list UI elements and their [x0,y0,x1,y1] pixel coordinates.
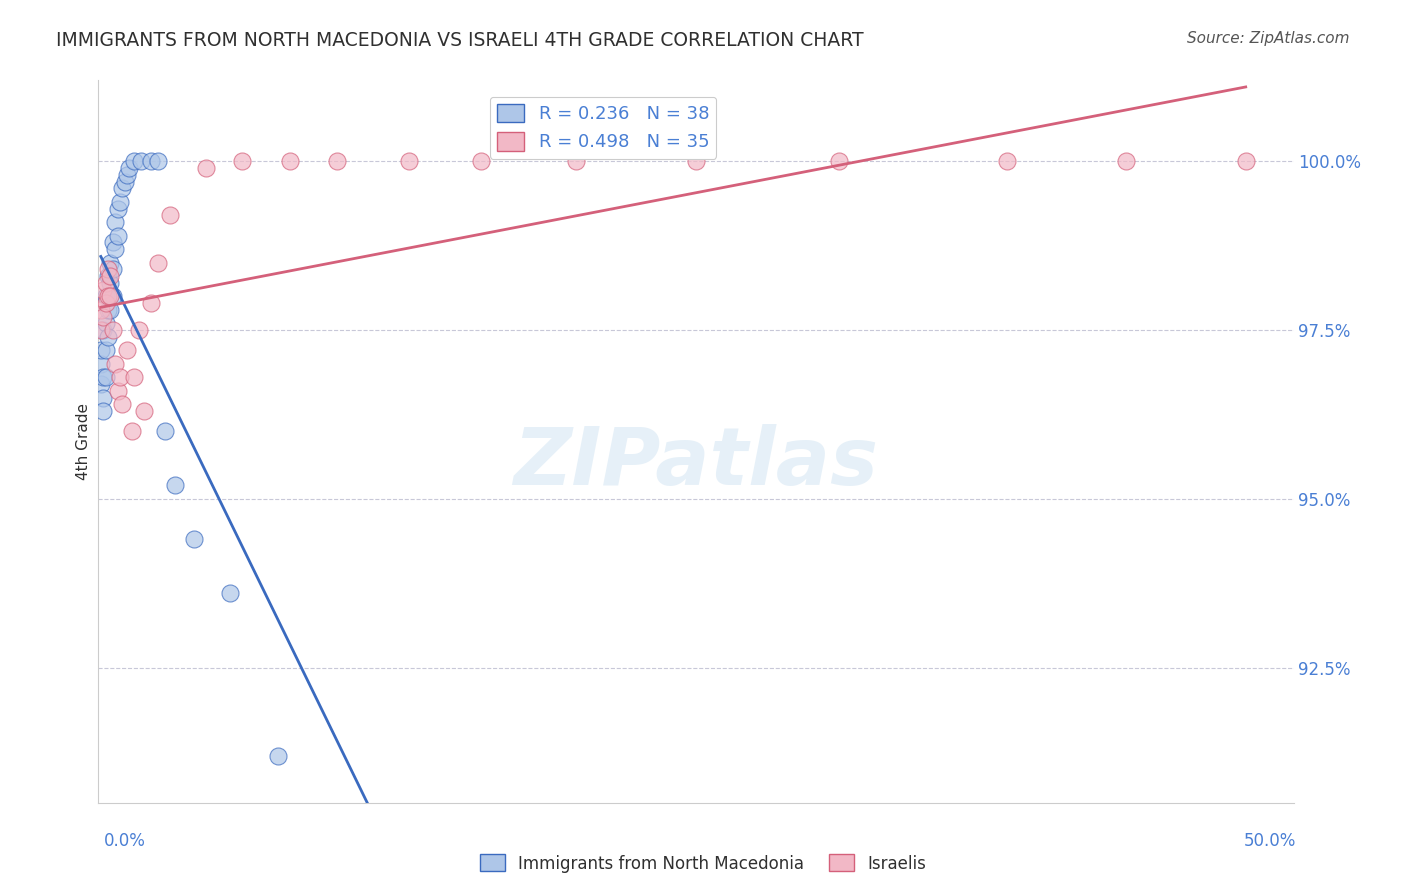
Point [139,154,162,169]
Point [111,397,134,411]
Point [98,276,122,290]
Point [115,343,138,358]
Point [398,154,420,169]
Point [195,161,218,175]
Point [94,370,117,384]
Point [118,161,141,175]
Point [90,357,112,371]
Point [267,748,290,763]
Point [94,296,117,310]
Point [685,154,707,169]
Point [97,330,120,344]
Point [326,154,349,169]
Point [155,425,177,439]
Point [219,586,242,600]
Point [183,533,205,547]
Point [128,323,150,337]
Y-axis label: 4th Grade: 4th Grade [76,403,91,480]
Point [115,168,138,182]
Point [107,202,129,216]
Point [98,269,122,284]
Point [159,208,181,222]
Point [124,370,146,384]
Point [98,302,122,317]
Text: Source: ZipAtlas.com: Source: ZipAtlas.com [1187,31,1350,46]
Point [98,255,122,269]
Point [97,269,120,284]
Point [108,194,131,209]
Text: 50.0%: 50.0% [1244,832,1296,850]
Point [101,262,124,277]
Point [91,283,114,297]
Point [91,370,114,384]
Point [91,391,114,405]
Point [90,343,112,358]
Point [101,289,124,303]
Point [114,175,136,189]
Point [121,425,143,439]
Point [132,404,155,418]
Text: 0.0%: 0.0% [104,832,146,850]
Point [104,357,127,371]
Point [94,343,117,358]
Point [231,154,253,169]
Point [148,255,170,269]
Point [97,289,120,303]
Text: IMMIGRANTS FROM NORTH MACEDONIA VS ISRAELI 4TH GRADE CORRELATION CHART: IMMIGRANTS FROM NORTH MACEDONIA VS ISRAE… [56,31,863,50]
Point [90,323,112,337]
Point [98,289,122,303]
Point [565,154,588,169]
Point [163,478,186,492]
Point [91,323,114,337]
Point [1115,154,1137,169]
Point [131,154,153,169]
Point [101,323,124,337]
Point [139,296,162,310]
Legend: Immigrants from North Macedonia, Israelis: Immigrants from North Macedonia, Israeli… [472,847,934,880]
Point [90,377,112,392]
Legend: R = 0.236   N = 38, R = 0.498   N = 35: R = 0.236 N = 38, R = 0.498 N = 35 [489,96,717,159]
Point [124,154,146,169]
Point [995,154,1018,169]
Point [97,262,120,277]
Point [107,228,129,243]
Point [94,317,117,331]
Point [148,154,170,169]
Point [108,370,131,384]
Text: ZIPatlas: ZIPatlas [513,425,879,502]
Point [104,215,127,229]
Point [91,404,114,418]
Point [94,289,117,303]
Point [828,154,851,169]
Point [91,310,114,324]
Point [1234,154,1257,169]
Point [104,242,127,256]
Point [97,302,120,317]
Point [111,181,134,195]
Point [94,276,117,290]
Point [470,154,492,169]
Point [278,154,301,169]
Point [101,235,124,250]
Point [107,384,129,398]
Point [90,302,112,317]
